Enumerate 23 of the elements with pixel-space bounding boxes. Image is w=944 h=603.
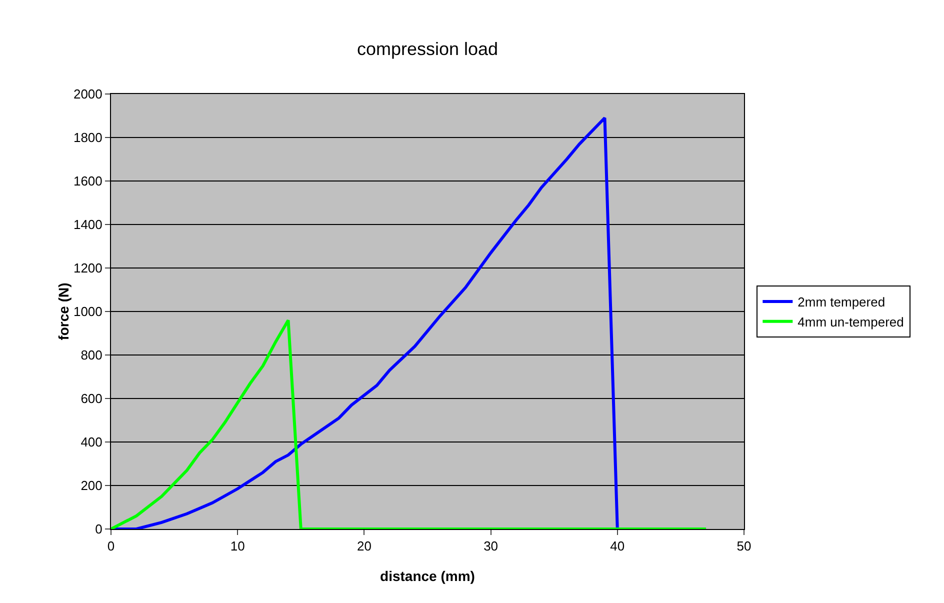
x-tick-label: 0 <box>107 538 115 554</box>
y-tick-label: 800 <box>80 348 102 363</box>
x-axis-title: distance (mm) <box>380 568 475 584</box>
y-tick-label: 1600 <box>73 174 102 189</box>
legend-label: 4mm un-tempered <box>798 314 904 330</box>
y-tick-label: 0 <box>95 522 102 537</box>
x-tick-label: 20 <box>356 538 372 554</box>
chart-title: compression load <box>356 38 498 59</box>
y-tick-label: 400 <box>80 434 102 450</box>
x-tick-label: 30 <box>484 538 498 554</box>
y-axis-title: force (N) <box>55 282 72 340</box>
y-tick-label: 1000 <box>73 304 102 320</box>
line-series <box>111 318 708 529</box>
y-tick-label: 1400 <box>73 217 102 232</box>
y-tick-label: 1200 <box>73 260 102 276</box>
legend-label: 2mm tempered <box>798 294 886 310</box>
y-tick-label: 200 <box>80 478 102 494</box>
y-tick-label: 1800 <box>73 130 102 146</box>
x-tick-label: 40 <box>610 538 625 554</box>
x-tick-label: 10 <box>230 538 245 554</box>
y-tick-label: 600 <box>80 391 102 406</box>
x-tick-label: 50 <box>736 538 752 554</box>
y-tick-label: 2000 <box>73 86 102 102</box>
